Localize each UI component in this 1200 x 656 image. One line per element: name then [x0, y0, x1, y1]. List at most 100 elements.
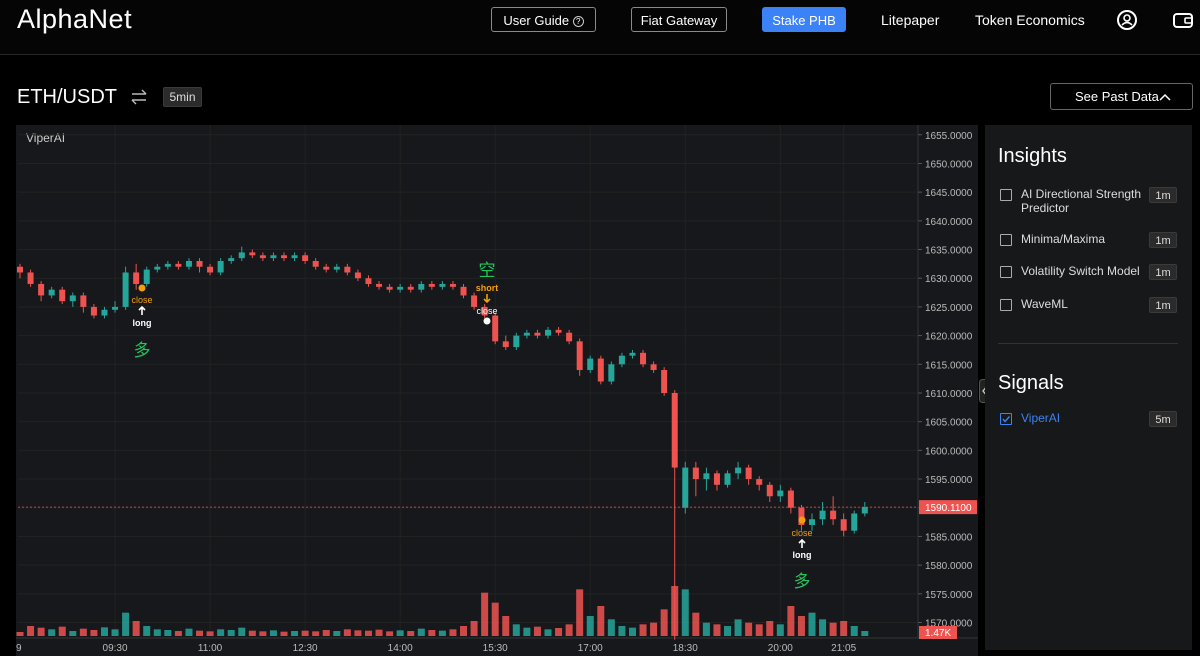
nav-label: Stake PHB: [772, 13, 836, 28]
volume-bar: [185, 628, 193, 636]
candle-body: [281, 255, 287, 259]
past-data-button[interactable]: See Past Data: [1050, 83, 1193, 110]
y-tick-label: 1595.0000: [925, 475, 973, 486]
candle-body: [112, 306, 119, 310]
nav-button[interactable]: Stake PHB: [762, 7, 846, 32]
candle-body: [661, 370, 668, 393]
volume-bar: [502, 616, 510, 636]
x-tick-label: 14:00: [388, 643, 413, 654]
volume-bar: [734, 619, 742, 636]
nav-button[interactable]: Fiat Gateway: [631, 7, 727, 32]
candle-body: [555, 329, 562, 333]
wallet-icon[interactable]: [1172, 10, 1196, 30]
candle-body: [428, 283, 435, 287]
volume-bar: [111, 629, 119, 636]
divider: [998, 343, 1178, 344]
checkbox[interactable]: [1000, 413, 1012, 425]
signal-exit: close: [791, 528, 812, 538]
list-item[interactable]: Volatility Switch Model 1m: [1000, 264, 1200, 294]
nav-link[interactable]: Token Economics: [975, 12, 1085, 28]
volume-bar: [850, 626, 858, 636]
chart: ViperAI 1570.0000 1575.0000 1580.0000 1585.…: [16, 125, 978, 656]
candle-body: [502, 341, 509, 348]
list-item[interactable]: ViperAI 5m: [1000, 411, 1200, 441]
x-tick-label: 9: [16, 643, 22, 654]
volume-bar: [713, 624, 721, 636]
volume-bar: [196, 630, 204, 636]
volume-bar: [343, 629, 351, 636]
swap-icon[interactable]: [130, 89, 148, 105]
y-tick-label: 1600.0000: [925, 446, 973, 457]
candle-body: [38, 283, 45, 296]
volume-bar: [544, 629, 552, 636]
check-mark: [1002, 416, 1011, 423]
y-tick-label: 1650.0000: [925, 159, 973, 170]
candle-body: [333, 266, 340, 270]
nav-link[interactable]: Litepaper: [881, 12, 940, 28]
chart-title: ViperAI: [26, 131, 65, 145]
candle-body: [217, 261, 224, 273]
candle-body: [164, 263, 171, 267]
checkbox[interactable]: [1000, 234, 1012, 246]
candle-body: [344, 266, 351, 273]
volume-bar: [692, 612, 700, 636]
item-label: Minima/Maxima: [1021, 232, 1106, 246]
volume-bar: [153, 629, 161, 636]
last-price-box: [919, 500, 977, 515]
section-title: Signals: [998, 372, 1064, 394]
candle-body: [249, 252, 256, 256]
candle-body: [766, 484, 773, 497]
volume-bar: [69, 631, 77, 636]
checkbox[interactable]: [1000, 189, 1012, 201]
logo[interactable]: AlphaNet: [17, 4, 133, 34]
candle-body: [724, 473, 731, 485]
list-item[interactable]: Minima/Maxima 1m: [1000, 232, 1200, 262]
nav-label: User Guide: [503, 13, 570, 28]
y-tick-label: 1615.0000: [925, 360, 973, 371]
volume-bar: [808, 612, 816, 636]
checkbox[interactable]: [1000, 266, 1012, 278]
candle-body: [851, 513, 858, 531]
candle-body: [819, 510, 826, 520]
y-tick-label: 1605.0000: [925, 418, 973, 429]
candle-body: [840, 519, 847, 531]
candle-body: [238, 252, 245, 259]
candle-body: [397, 286, 404, 290]
volume-bar: [27, 626, 35, 636]
volume-label: 1.47K: [925, 628, 951, 639]
item-label: Volatility Switch Model: [1021, 264, 1140, 278]
list-item[interactable]: WaveML 1m: [1000, 297, 1200, 327]
user-icon[interactable]: [1116, 9, 1138, 31]
header: AlphaNet User Guide ? Fiat Gateway Stake…: [0, 0, 1200, 55]
volume-bar: [650, 622, 658, 636]
candle-body: [692, 467, 699, 480]
candle-body: [471, 295, 478, 307]
interval-badge: 5m: [1149, 411, 1177, 427]
volume-bar: [481, 592, 489, 636]
y-tick-label: 1645.0000: [925, 188, 973, 199]
volume-bar: [660, 609, 668, 636]
volume-bar: [238, 627, 246, 636]
volume-bar: [597, 606, 605, 636]
volume-bar: [16, 632, 24, 636]
volume-bar: [37, 627, 45, 636]
list-item[interactable]: AI Directional Strength Predictor 1m: [1000, 187, 1200, 217]
volume-bar: [174, 631, 182, 636]
volume-bar: [755, 624, 763, 636]
volume-bar: [586, 616, 594, 636]
candle-body: [597, 358, 604, 382]
item-label: ViperAI: [1021, 411, 1061, 425]
volume-bar: [766, 621, 774, 636]
item-label: WaveML: [1021, 297, 1068, 311]
candle-body: [650, 364, 657, 371]
signal-type: short: [476, 283, 499, 293]
volume-bar: [512, 624, 520, 636]
candle-body: [354, 272, 361, 279]
candle-body: [312, 261, 319, 267]
nav-button[interactable]: User Guide ?: [491, 7, 596, 32]
candle-body: [809, 519, 815, 525]
interval-badge[interactable]: 5min: [163, 87, 202, 107]
volume-bar: [470, 621, 478, 636]
checkbox[interactable]: [1000, 299, 1012, 311]
